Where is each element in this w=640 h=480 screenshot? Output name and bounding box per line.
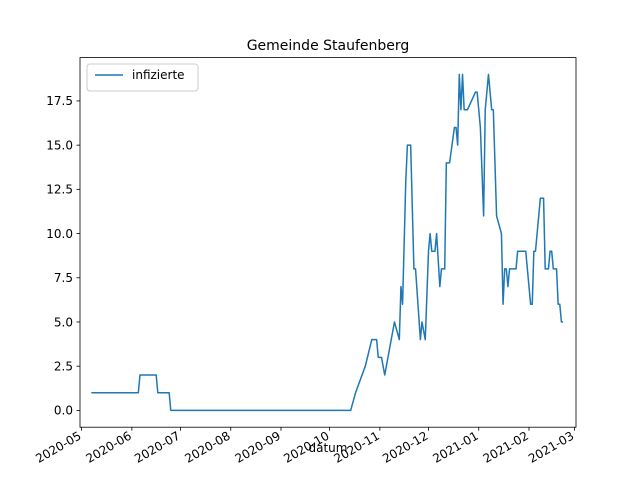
x-axis-label: datum — [309, 441, 348, 455]
y-tick-label: 5.0 — [54, 315, 73, 329]
legend: infizierte — [86, 63, 199, 92]
y-tick-label: 10.0 — [46, 227, 73, 241]
y-tick-label: 17.5 — [46, 94, 73, 108]
plot-area — [91, 73, 564, 412]
y-tick-label: 12.5 — [46, 183, 73, 197]
y-tick-label: 15.0 — [46, 138, 73, 152]
legend-box — [86, 63, 199, 92]
axes-frame — [79, 57, 577, 428]
y-tick-label: 2.5 — [54, 359, 73, 373]
legend-label: infizierte — [132, 68, 185, 82]
chart-title: Gemeinde Staufenberg — [247, 38, 410, 54]
y-tick-label: 7.5 — [54, 271, 73, 285]
series-line-infizierte — [91, 73, 564, 412]
y-tick-label: 0.0 — [54, 404, 73, 418]
